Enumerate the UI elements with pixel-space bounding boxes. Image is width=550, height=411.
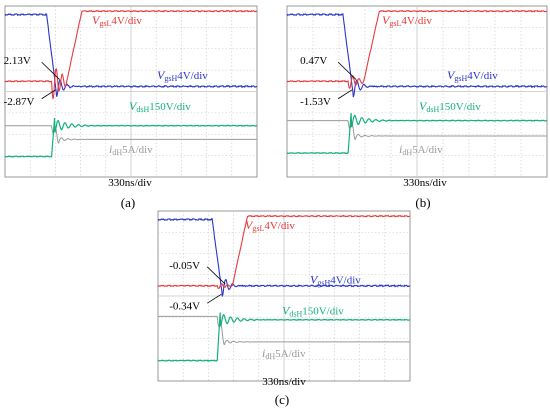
- idH-label: idH5A/div: [109, 142, 153, 157]
- annotation-lower: -0.34V: [169, 301, 200, 313]
- vgsL-label: VgsL4V/div: [382, 13, 432, 28]
- annotation-upper: 2.13V: [4, 55, 31, 67]
- vgsL-label: VgsL4V/div: [92, 13, 142, 28]
- timebase-label: 330ns/div: [108, 177, 152, 189]
- vgsL-trace: [4, 9, 258, 100]
- idH-trace: [287, 120, 547, 141]
- vgsH-trace: [4, 13, 258, 97]
- panel-c: VgsL4V/div VgsH4V/div VdsH150V/div idH5A/di…: [157, 210, 411, 407]
- vdsH-trace: [157, 312, 411, 362]
- idH-trace: [5, 125, 257, 144]
- vgsH-trace: [157, 217, 411, 297]
- vgsL-label: VgsL4V/div: [245, 218, 295, 233]
- idH-trace: [158, 315, 410, 346]
- vdsH-label: VdsH150V/div: [282, 303, 344, 318]
- plot-grid: [287, 6, 547, 177]
- idH-label: idH5A/div: [399, 142, 443, 157]
- annotation-lower: -2.87V: [4, 96, 35, 108]
- vgsH-label: VgsH4V/div: [447, 68, 498, 83]
- vgsH-label: VgsH4V/div: [157, 68, 208, 83]
- annotation-upper: -0.05V: [169, 260, 200, 272]
- panel-caption: (c): [275, 392, 289, 407]
- vdsH-label: VdsH150V/div: [419, 99, 481, 114]
- idH-label: idH5A/div: [262, 346, 306, 361]
- panel-b: VgsL4V/div VgsH4V/div VdsH150V/div idH5A/di…: [286, 5, 548, 210]
- timebase-label: 330ns/div: [403, 177, 447, 189]
- vdsH-trace: [286, 112, 548, 155]
- vgsL-trace: [286, 9, 548, 89]
- vgsL-trace: [157, 214, 411, 290]
- panel-a: VgsL4V/div VgsH4V/div VdsH150V/div idH5A/di…: [4, 5, 258, 210]
- vgsH-trace: [286, 12, 548, 98]
- vdsH-trace: [4, 117, 258, 158]
- vdsH-label: VdsH150V/div: [129, 99, 191, 114]
- annotation-upper: 0.47V: [300, 55, 327, 67]
- panel-caption: (a): [121, 195, 135, 210]
- panel-caption: (b): [415, 195, 430, 210]
- annotation-lower: -1.53V: [300, 96, 331, 108]
- vgsH-label: VgsH4V/div: [310, 273, 361, 288]
- timebase-label: 330ns/div: [262, 376, 306, 388]
